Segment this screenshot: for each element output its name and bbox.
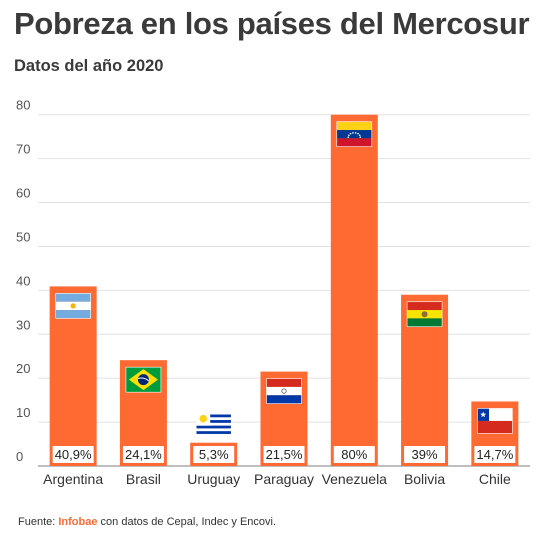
y-tick-label: 80	[16, 98, 30, 113]
chart-title: Pobreza en los países del Mercosur	[14, 6, 530, 41]
x-tick-label: Argentina	[43, 471, 103, 487]
x-tick-label: Venezuela	[322, 471, 388, 487]
y-tick-label: 0	[16, 449, 23, 464]
y-tick-label: 70	[16, 142, 30, 157]
y-tick-label: 10	[16, 405, 30, 420]
x-tick-label: Bolivia	[404, 471, 445, 487]
data-label: 21,5%	[266, 447, 303, 462]
paraguay-flag	[266, 378, 302, 404]
bar	[330, 114, 378, 466]
y-tick-label: 60	[16, 186, 30, 201]
data-label-box	[122, 446, 164, 463]
data-label-box	[193, 446, 235, 463]
sun-icon	[70, 303, 76, 309]
y-tick-label: 20	[16, 361, 30, 376]
argentina-flag	[55, 293, 91, 319]
x-tick-label: Brasil	[126, 471, 161, 487]
data-label: 39%	[412, 447, 438, 462]
y-tick-label: 50	[16, 229, 30, 244]
data-label-box	[263, 446, 305, 463]
data-label: 40,9%	[55, 447, 92, 462]
y-tick-label: 30	[16, 317, 30, 332]
data-label: 80%	[341, 447, 367, 462]
source-prefix: Fuente:	[18, 516, 59, 528]
source-brand[interactable]: Infobae	[58, 516, 98, 528]
venezuela-flag	[336, 121, 373, 147]
emblem-icon	[421, 311, 428, 318]
x-tick-label: Uruguay	[187, 471, 240, 487]
x-tick-label: Paraguay	[254, 471, 314, 487]
bolivia-flag	[406, 301, 443, 328]
source-footer: Fuente: Infobae con datos de Cepal, Inde…	[18, 516, 276, 528]
sun-icon	[199, 414, 208, 423]
data-label: 24,1%	[125, 447, 162, 462]
y-tick-label: 40	[16, 273, 30, 288]
data-label: 14,7%	[476, 447, 513, 462]
chile-flag	[477, 408, 513, 434]
data-label-box	[52, 446, 94, 463]
source-suffix: con datos de Cepal, Indec y Encovi.	[97, 516, 277, 528]
data-label-box	[474, 446, 516, 463]
data-label-box	[404, 446, 446, 463]
uruguay-flag	[195, 411, 232, 438]
star-icon	[480, 411, 487, 418]
chart-subtitle: Datos del año 2020	[14, 57, 164, 75]
emblem-icon	[281, 388, 287, 394]
data-label-box	[333, 446, 375, 463]
x-tick-label: Chile	[479, 471, 511, 487]
brazil-flag	[125, 366, 162, 393]
data-label: 5,3%	[199, 447, 229, 462]
